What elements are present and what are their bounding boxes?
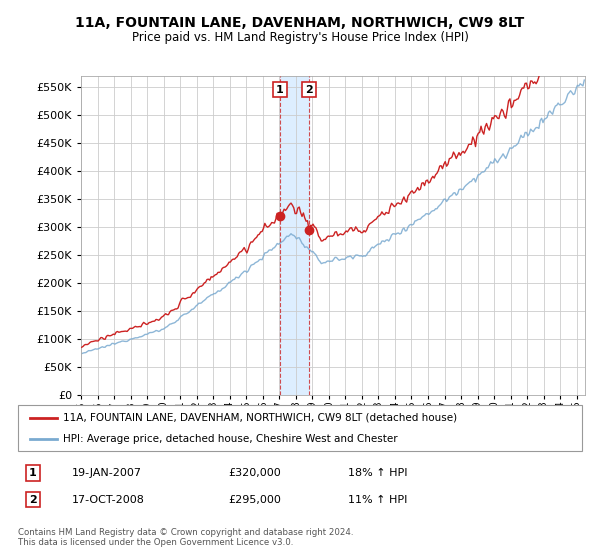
Text: 2: 2 (29, 494, 37, 505)
Text: 1: 1 (29, 468, 37, 478)
Text: £295,000: £295,000 (228, 494, 281, 505)
Text: 2: 2 (305, 85, 313, 95)
Text: 1: 1 (276, 85, 284, 95)
Bar (280, 76, 309, 395)
Text: 11% ↑ HPI: 11% ↑ HPI (348, 494, 407, 505)
Text: Price paid vs. HM Land Registry's House Price Index (HPI): Price paid vs. HM Land Registry's House … (131, 31, 469, 44)
Text: Contains HM Land Registry data © Crown copyright and database right 2024.
This d: Contains HM Land Registry data © Crown c… (18, 528, 353, 547)
Text: HPI: Average price, detached house, Cheshire West and Chester: HPI: Average price, detached house, Ches… (63, 434, 398, 444)
Text: 17-OCT-2008: 17-OCT-2008 (72, 494, 145, 505)
Text: £320,000: £320,000 (228, 468, 281, 478)
Text: 11A, FOUNTAIN LANE, DAVENHAM, NORTHWICH, CW9 8LT: 11A, FOUNTAIN LANE, DAVENHAM, NORTHWICH,… (76, 16, 524, 30)
Text: 18% ↑ HPI: 18% ↑ HPI (348, 468, 407, 478)
Text: 19-JAN-2007: 19-JAN-2007 (72, 468, 142, 478)
Text: 11A, FOUNTAIN LANE, DAVENHAM, NORTHWICH, CW9 8LT (detached house): 11A, FOUNTAIN LANE, DAVENHAM, NORTHWICH,… (63, 413, 457, 423)
